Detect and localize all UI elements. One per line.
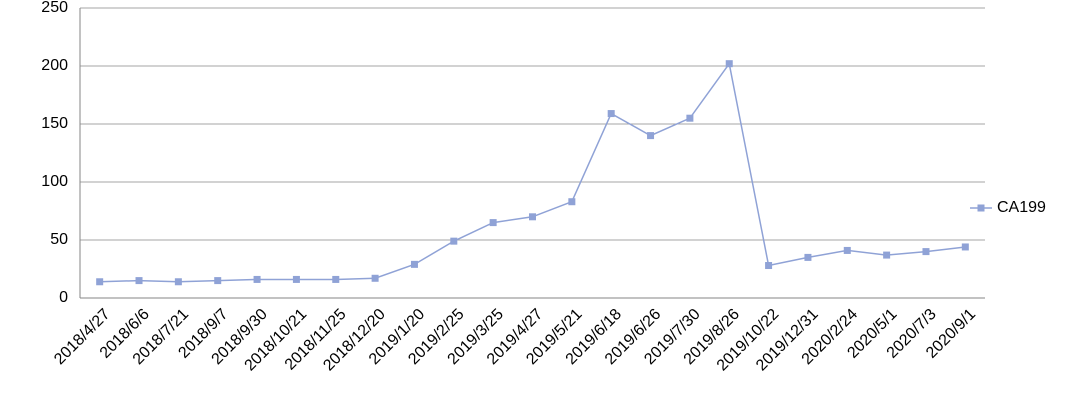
marker [961,243,969,251]
marker [843,246,851,254]
x-tick-label: 2018/4/27 [51,306,113,368]
marker [765,262,773,270]
marker [568,198,576,206]
marker [332,275,340,283]
marker [607,110,615,118]
marker [135,277,143,285]
marker [489,219,497,227]
marker [725,60,733,68]
marker [804,253,812,261]
marker [96,278,104,286]
marker [410,260,418,268]
legend-label: CA199 [997,199,1046,216]
marker [883,251,891,259]
marker [174,278,182,286]
marker [529,213,536,221]
marker [922,248,930,256]
marker [686,114,694,122]
y-tick-label: 150 [41,115,68,132]
marker [371,274,379,282]
legend-marker [977,204,985,212]
marker [647,132,655,140]
marker [450,237,458,245]
marker [292,275,300,283]
y-tick-label: 200 [41,57,68,74]
y-tick-label: 250 [41,0,68,16]
series-line [99,61,966,283]
y-tick-label: 0 [59,289,68,306]
y-tick-label: 100 [41,173,68,190]
marker [253,275,261,283]
y-tick-label: 50 [50,231,68,248]
marker [214,277,222,285]
